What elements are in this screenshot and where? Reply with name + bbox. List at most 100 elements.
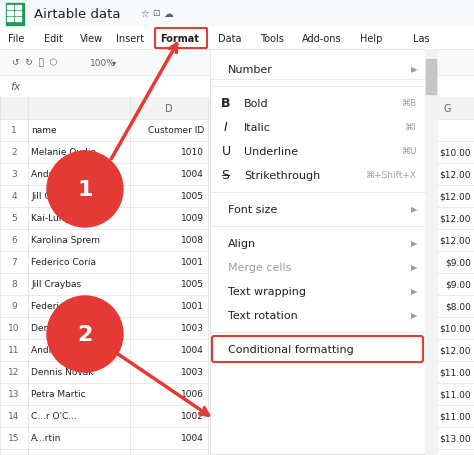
Text: Text wrapping: Text wrapping	[228, 286, 306, 296]
Text: $12.00: $12.00	[439, 236, 471, 245]
Text: Melanie Oudin: Melanie Oudin	[31, 148, 96, 157]
Text: Tools: Tools	[260, 34, 284, 44]
Text: I: I	[224, 121, 228, 134]
Text: $10.00: $10.00	[439, 148, 471, 157]
Text: 1005: 1005	[181, 192, 204, 201]
Text: $12.00: $12.00	[439, 192, 471, 201]
Text: 8: 8	[11, 280, 17, 289]
Bar	[7, 18, 13, 22]
Bar	[0, 120, 208, 142]
Text: Federico Coria: Federico Coria	[31, 258, 96, 267]
Bar	[0, 186, 208, 207]
Text: $9.00: $9.00	[445, 280, 471, 289]
Bar	[420, 317, 474, 339]
Bar	[15, 18, 21, 22]
Text: 7: 7	[11, 258, 17, 267]
Bar	[420, 273, 474, 295]
Bar	[212, 52, 427, 455]
Bar	[0, 0, 474, 28]
Bar	[0, 273, 208, 295]
Text: G: G	[443, 104, 451, 114]
Text: B: B	[221, 97, 231, 110]
Text: Federico Coria: Federico Coria	[31, 302, 96, 311]
Bar	[420, 229, 474, 252]
Bar	[15, 12, 21, 16]
Text: 1: 1	[11, 126, 17, 135]
Text: ⌘U: ⌘U	[401, 147, 417, 156]
Bar	[420, 449, 474, 455]
Text: 4: 4	[11, 192, 17, 201]
Text: $9.00: $9.00	[445, 258, 471, 267]
FancyBboxPatch shape	[155, 29, 207, 49]
Bar	[426, 60, 436, 95]
Bar	[420, 427, 474, 449]
Text: Format: Format	[161, 34, 200, 44]
Text: Text rotation: Text rotation	[228, 310, 298, 320]
Text: $11.00: $11.00	[439, 368, 471, 377]
Bar	[15, 6, 21, 10]
Text: name: name	[31, 126, 56, 135]
Text: 3: 3	[11, 170, 17, 179]
Bar	[420, 142, 474, 164]
Bar	[0, 98, 220, 120]
Text: 1004: 1004	[181, 346, 204, 355]
Text: Andrew Martin: Andrew Martin	[31, 170, 97, 179]
Text: Customer ID: Customer ID	[148, 126, 204, 135]
Bar	[420, 164, 474, 186]
Bar	[0, 405, 208, 427]
Text: 1010: 1010	[181, 148, 204, 157]
Text: $11.00: $11.00	[439, 389, 471, 399]
Text: $12.00: $12.00	[439, 346, 471, 355]
Text: Kai-Lung Chang: Kai-Lung Chang	[31, 214, 102, 223]
Text: 1006: 1006	[181, 389, 204, 399]
Bar	[420, 295, 474, 317]
Text: 1001: 1001	[181, 302, 204, 311]
FancyBboxPatch shape	[212, 336, 423, 362]
Text: ☁: ☁	[163, 9, 173, 19]
Bar	[0, 339, 208, 361]
Text: Help: Help	[360, 34, 383, 44]
Text: 1008: 1008	[181, 236, 204, 245]
Text: Dennis Novak: Dennis Novak	[31, 368, 93, 377]
Text: 9: 9	[11, 302, 17, 311]
Bar	[0, 142, 208, 164]
Text: Merge cells: Merge cells	[228, 263, 292, 273]
Text: Dennis Novak: Dennis Novak	[31, 324, 93, 333]
Text: 1004: 1004	[181, 170, 204, 179]
Text: $11.00: $11.00	[439, 412, 471, 420]
Text: 10: 10	[8, 324, 20, 333]
Circle shape	[47, 296, 123, 372]
Text: 14: 14	[9, 412, 20, 420]
Text: U: U	[221, 145, 230, 158]
Text: ▶: ▶	[410, 205, 417, 214]
Text: A...rtin: A...rtin	[31, 434, 61, 443]
Text: 1002: 1002	[181, 412, 204, 420]
Bar	[420, 405, 474, 427]
Bar	[420, 207, 474, 229]
Text: ▶: ▶	[410, 287, 417, 296]
Bar	[420, 361, 474, 383]
Text: 1003: 1003	[181, 324, 204, 333]
Text: 1004: 1004	[181, 434, 204, 443]
Text: ⌘I: ⌘I	[405, 123, 417, 132]
Text: ☆: ☆	[140, 9, 149, 19]
Text: D: D	[165, 104, 173, 114]
Text: 1003: 1003	[181, 368, 204, 377]
Text: Add-ons: Add-ons	[302, 34, 342, 44]
Bar	[420, 252, 474, 273]
Text: Align: Align	[228, 238, 256, 248]
Text: Italic: Italic	[244, 123, 271, 133]
Text: 1001: 1001	[181, 258, 204, 267]
Circle shape	[47, 152, 123, 228]
Text: $13.00: $13.00	[439, 434, 471, 443]
Bar	[420, 186, 474, 207]
Bar	[425, 50, 437, 454]
Bar	[0, 229, 208, 252]
Text: 2: 2	[77, 324, 93, 344]
Text: C...r O'C...: C...r O'C...	[31, 412, 77, 420]
Text: Jill Craybas: Jill Craybas	[31, 280, 81, 289]
Text: Petra Martic: Petra Martic	[31, 389, 86, 399]
Text: Data: Data	[218, 34, 241, 44]
Text: 1009: 1009	[181, 214, 204, 223]
Text: 2: 2	[11, 148, 17, 157]
